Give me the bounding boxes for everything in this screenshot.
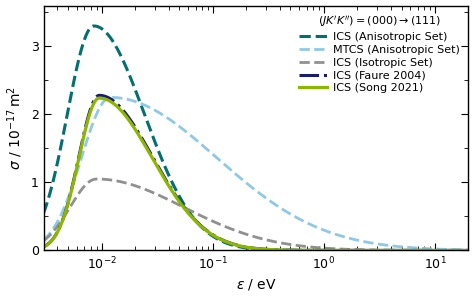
Y-axis label: $\sigma$ / $10^{-17}\,\mathrm{m}^2$: $\sigma$ / $10^{-17}\,\mathrm{m}^2$ [6, 86, 25, 170]
MTCS (Anisotropic Set) [333, 232, 338, 236]
ICS (Song 2021) [465, 249, 471, 252]
Legend: ICS (Anisotropic Set), MTCS (Anisotropic Set), ICS (Isotropic Set), ICS (Faure 2: ICS (Anisotropic Set), MTCS (Anisotropic… [296, 11, 463, 97]
ICS (Anisotropic Set) [465, 249, 471, 252]
ICS (Anisotropic Set) [91, 24, 97, 28]
ICS (Isotropic Set) [333, 247, 338, 251]
ICS (Isotropic Set) [94, 177, 100, 181]
ICS (Song 2021) [213, 235, 219, 239]
MTCS (Anisotropic Set) [213, 155, 219, 159]
ICS (Song 2021) [84, 122, 90, 125]
ICS (Song 2021) [373, 249, 378, 252]
ICS (Isotropic Set) [41, 239, 46, 243]
X-axis label: $\varepsilon$ / eV: $\varepsilon$ / eV [236, 277, 276, 292]
ICS (Isotropic Set) [213, 221, 219, 224]
MTCS (Anisotropic Set) [108, 96, 114, 99]
ICS (Anisotropic Set) [213, 236, 219, 240]
ICS (Anisotropic Set) [228, 243, 234, 246]
ICS (Anisotropic Set) [380, 249, 386, 252]
ICS (Faure 2004) [41, 245, 46, 249]
MTCS (Anisotropic Set) [84, 139, 90, 142]
ICS (Isotropic Set) [380, 248, 386, 252]
Line: ICS (Anisotropic Set): ICS (Anisotropic Set) [44, 26, 468, 250]
ICS (Anisotropic Set) [41, 211, 46, 215]
ICS (Faure 2004) [373, 249, 378, 252]
ICS (Anisotropic Set) [333, 249, 338, 252]
ICS (Song 2021) [96, 96, 102, 100]
Line: MTCS (Anisotropic Set): MTCS (Anisotropic Set) [44, 97, 468, 250]
ICS (Isotropic Set) [84, 182, 90, 185]
ICS (Faure 2004) [228, 242, 234, 245]
ICS (Faure 2004) [380, 249, 386, 252]
ICS (Faure 2004) [213, 235, 219, 238]
ICS (Song 2021) [228, 242, 234, 245]
ICS (Song 2021) [380, 249, 386, 252]
ICS (Anisotropic Set) [373, 249, 378, 252]
ICS (Song 2021) [333, 249, 338, 252]
MTCS (Anisotropic Set) [373, 242, 378, 245]
ICS (Isotropic Set) [465, 249, 471, 252]
ICS (Isotropic Set) [228, 227, 234, 231]
ICS (Faure 2004) [84, 119, 90, 123]
MTCS (Anisotropic Set) [41, 238, 46, 242]
ICS (Isotropic Set) [373, 248, 378, 252]
ICS (Faure 2004) [333, 249, 338, 252]
MTCS (Anisotropic Set) [465, 248, 471, 252]
MTCS (Anisotropic Set) [380, 243, 386, 246]
ICS (Anisotropic Set) [84, 32, 90, 35]
Line: ICS (Song 2021): ICS (Song 2021) [44, 98, 468, 250]
Line: ICS (Faure 2004): ICS (Faure 2004) [44, 95, 468, 250]
Line: ICS (Isotropic Set): ICS (Isotropic Set) [44, 179, 468, 250]
ICS (Song 2021) [41, 245, 46, 249]
MTCS (Anisotropic Set) [228, 168, 234, 172]
ICS (Faure 2004) [465, 249, 471, 252]
ICS (Faure 2004) [96, 94, 102, 97]
